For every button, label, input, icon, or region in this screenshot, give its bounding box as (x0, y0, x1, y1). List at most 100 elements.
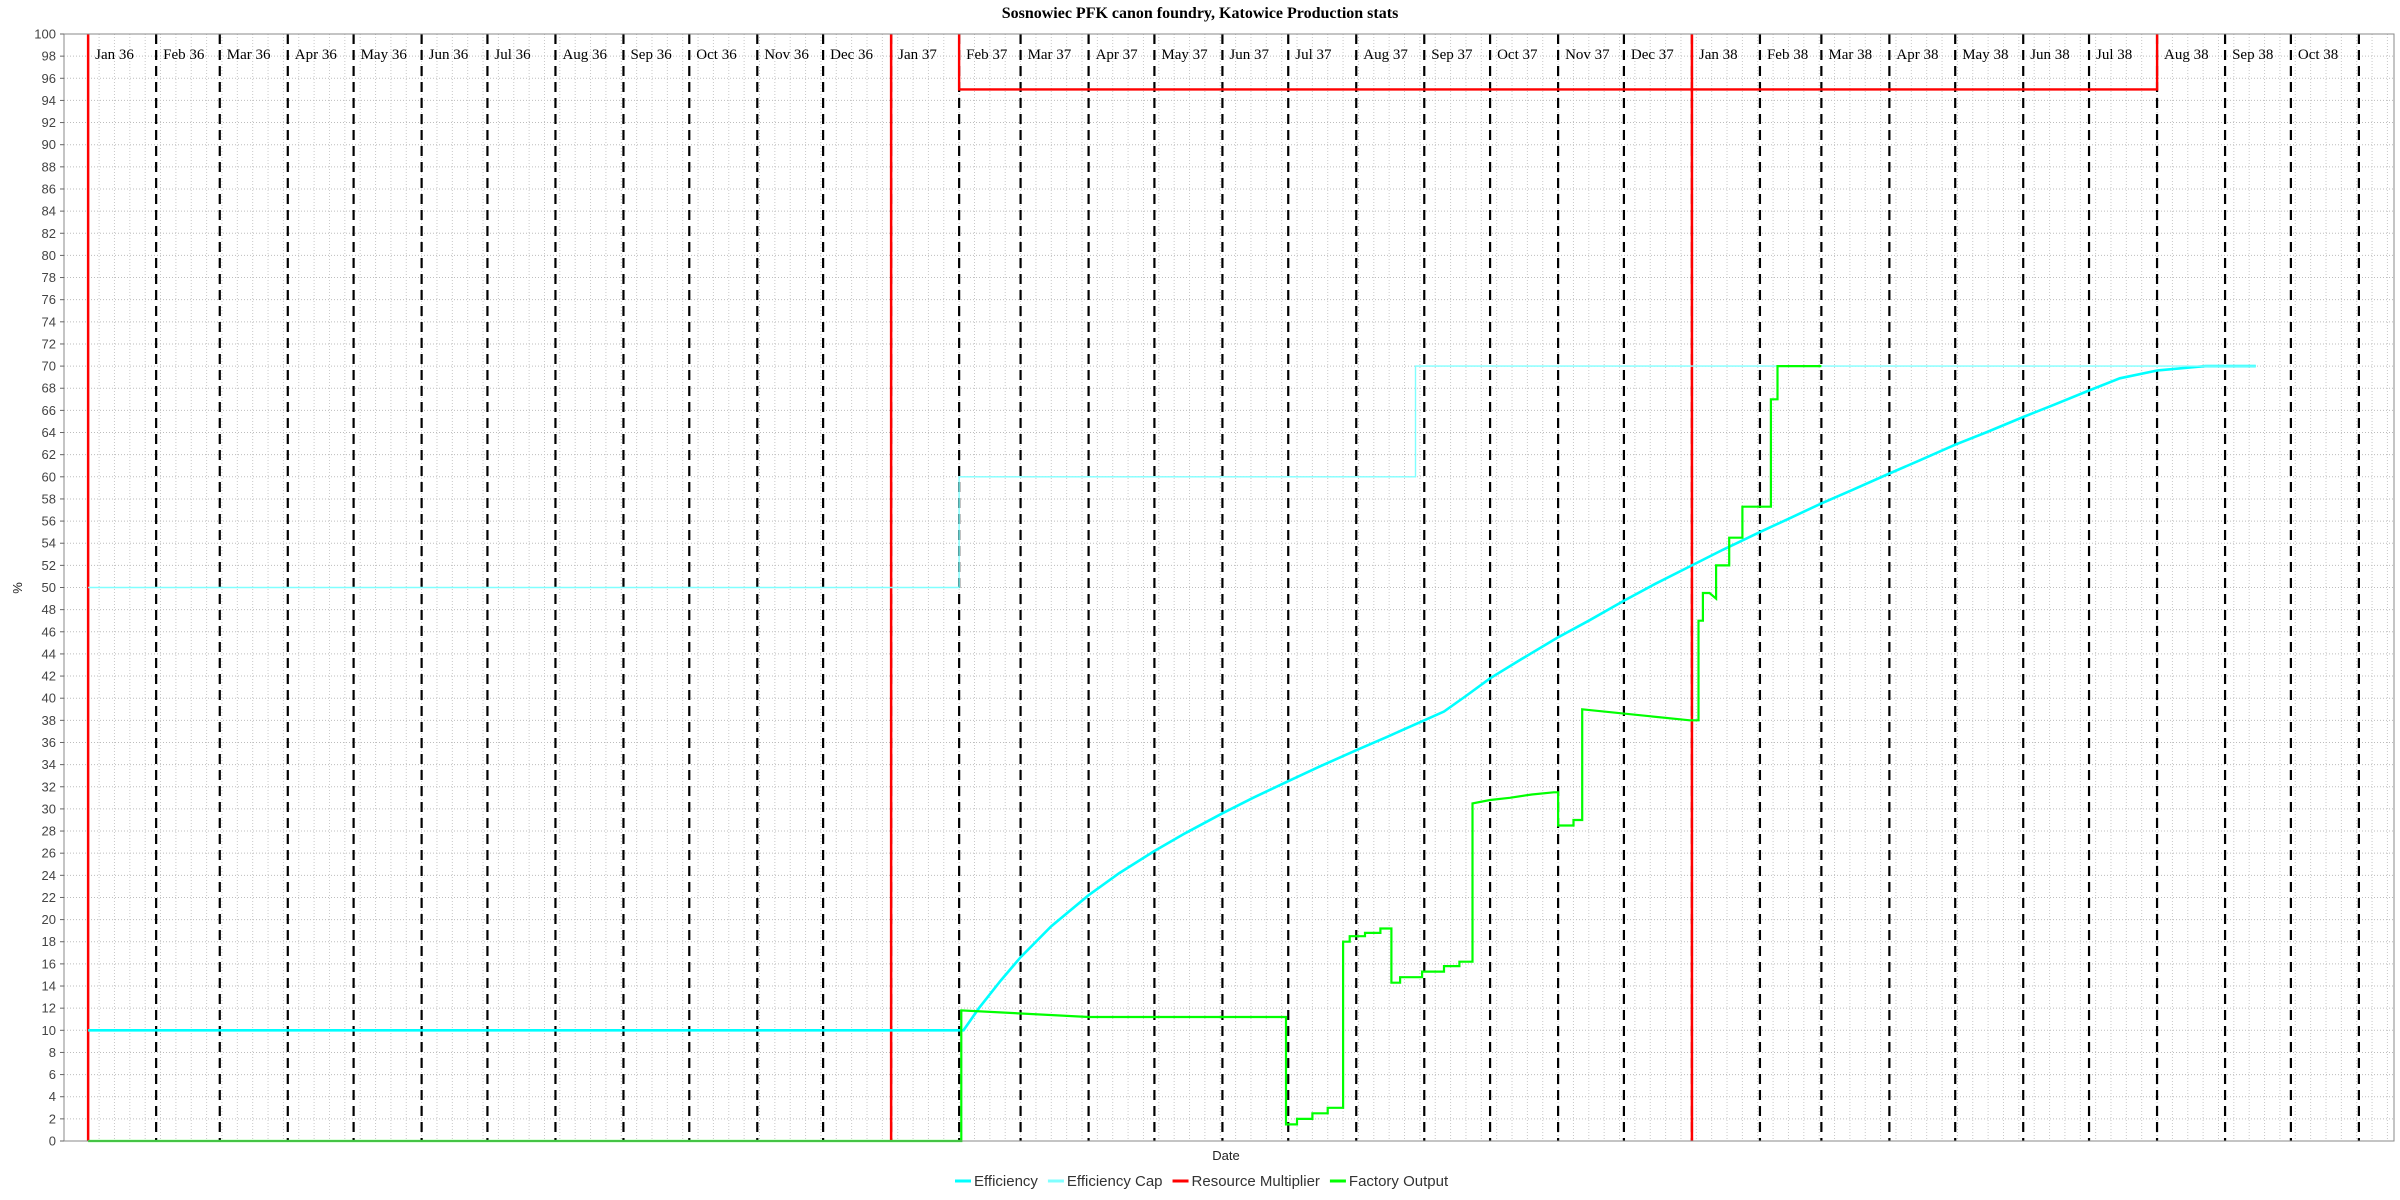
y-tick-label: 26 (42, 846, 56, 861)
month-label: Sep 37 (1431, 47, 1473, 63)
y-tick-label: 16 (42, 956, 56, 971)
y-tick-label: 14 (42, 979, 56, 994)
y-tick-label: 34 (42, 757, 56, 772)
y-tick-label: 98 (42, 49, 56, 64)
month-labels: Jan 36 Feb 36 Mar 36 Apr 36 May 36 Jun 36 Jul … (95, 47, 2338, 63)
month-label: Oct 38 (2298, 47, 2338, 63)
y-tick-label: 74 (42, 314, 56, 329)
y-tick-label: 68 (42, 381, 56, 396)
y-tick-label: 40 (42, 691, 56, 706)
y-tick-label: 6 (49, 1067, 56, 1082)
legend-label-efficiency: Efficiency (974, 1173, 1038, 1190)
month-label: Jun 37 (1229, 47, 1269, 63)
month-label: Aug 37 (1363, 47, 1408, 63)
y-tick-label: 52 (42, 558, 56, 573)
y-tick-label: 78 (42, 270, 56, 285)
y-tick-label: 18 (42, 934, 56, 949)
y-axis-ticks: 0246810121416182022242628303234363840424… (34, 27, 64, 1149)
y-tick-label: 10 (42, 1023, 56, 1038)
grid (64, 34, 2394, 1141)
y-tick-label: 54 (42, 536, 56, 551)
month-label: May 38 (1962, 47, 2008, 63)
month-label: May 37 (1161, 47, 1208, 63)
month-label: Jul 36 (494, 47, 531, 63)
y-tick-label: 44 (42, 646, 56, 661)
month-label: Mar 36 (227, 47, 271, 63)
y-axis-label: % (10, 582, 25, 594)
month-label: Mar 37 (1028, 47, 1072, 63)
y-tick-label: 60 (42, 469, 56, 484)
y-tick-label: 24 (42, 868, 56, 883)
month-label: Aug 36 (562, 47, 607, 63)
y-tick-label: 50 (42, 580, 56, 595)
y-tick-label: 90 (42, 137, 56, 152)
y-tick-label: 48 (42, 602, 56, 617)
month-label: Mar 38 (1828, 47, 1872, 63)
y-tick-label: 82 (42, 226, 56, 241)
y-tick-label: 22 (42, 890, 56, 905)
y-tick-label: 28 (42, 824, 56, 839)
month-label: Feb 37 (966, 47, 1008, 63)
y-tick-label: 4 (49, 1089, 56, 1104)
legend: Efficiency Efficiency Cap Resource Multipl… (955, 1173, 1449, 1190)
y-tick-label: 56 (42, 514, 56, 529)
y-tick-label: 94 (42, 93, 56, 108)
month-label: Apr 36 (295, 47, 338, 63)
y-tick-label: 92 (42, 115, 56, 130)
month-label: Oct 37 (1497, 47, 1538, 63)
chart-title: Sosnowiec PFK canon foundry, Katowice Pr… (1002, 5, 1399, 22)
month-label: Sep 36 (630, 47, 672, 63)
y-tick-label: 8 (49, 1045, 56, 1060)
y-tick-label: 72 (42, 336, 56, 351)
y-tick-label: 58 (42, 491, 56, 506)
month-label: Jan 37 (898, 47, 937, 63)
y-tick-label: 38 (42, 713, 56, 728)
month-label: Sep 38 (2232, 47, 2273, 63)
y-tick-label: 46 (42, 624, 56, 639)
y-tick-label: 42 (42, 669, 56, 684)
month-label: Jan 38 (1699, 47, 1738, 63)
month-label: Aug 38 (2164, 47, 2209, 63)
y-tick-label: 0 (49, 1134, 56, 1149)
y-tick-label: 12 (42, 1001, 56, 1016)
y-tick-label: 96 (42, 71, 56, 86)
x-axis-label: Date (1212, 1148, 1239, 1163)
y-tick-label: 32 (42, 779, 56, 794)
month-label: Dec 36 (830, 47, 873, 63)
y-tick-label: 86 (42, 181, 56, 196)
month-label: Dec 37 (1631, 47, 1674, 63)
month-label: Nov 37 (1565, 47, 1610, 63)
y-tick-label: 20 (42, 912, 56, 927)
y-tick-label: 62 (42, 447, 56, 462)
y-tick-label: 100 (34, 27, 56, 42)
month-label: Feb 38 (1767, 47, 1808, 63)
series-efficiency-line (88, 364, 2256, 1032)
month-label: Feb 36 (163, 47, 205, 63)
y-tick-label: 88 (42, 159, 56, 174)
y-tick-label: 80 (42, 248, 56, 263)
series-factory-output-line (88, 365, 1822, 1143)
y-tick-label: 76 (42, 292, 56, 307)
month-label: Jul 38 (2096, 47, 2132, 63)
series-lines (88, 34, 2256, 1143)
month-label: Jul 37 (1295, 47, 1332, 63)
month-label: Nov 36 (764, 47, 809, 63)
y-tick-label: 30 (42, 801, 56, 816)
series-efficiency-cap-line (88, 365, 2256, 589)
y-tick-label: 66 (42, 403, 56, 418)
month-label: Oct 36 (696, 47, 737, 63)
legend-label-factory-output: Factory Output (1349, 1173, 1449, 1190)
y-tick-label: 64 (42, 425, 56, 440)
month-label: May 36 (361, 47, 408, 63)
month-label: Apr 37 (1096, 47, 1139, 63)
month-label: Jun 38 (2030, 47, 2070, 63)
month-label: Jun 36 (429, 47, 469, 63)
y-tick-label: 84 (42, 204, 56, 219)
month-label: Apr 38 (1896, 47, 1938, 63)
y-tick-label: 36 (42, 735, 56, 750)
y-tick-label: 2 (49, 1111, 56, 1126)
month-label: Jan 36 (95, 47, 134, 63)
legend-label-resource-multiplier: Resource Multiplier (1192, 1173, 1320, 1190)
